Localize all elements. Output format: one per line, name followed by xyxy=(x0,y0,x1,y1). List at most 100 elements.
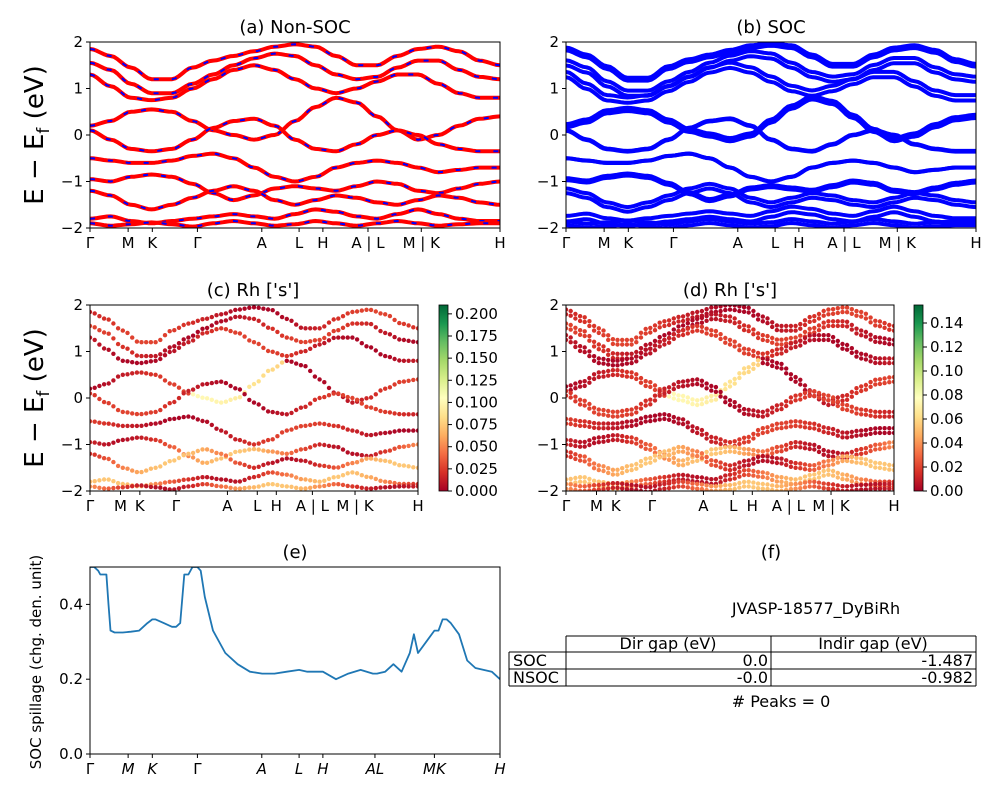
projection-point xyxy=(830,307,836,312)
projection-point xyxy=(779,402,784,407)
projection-point xyxy=(120,437,126,443)
projection-point xyxy=(891,323,894,329)
projection-point xyxy=(350,451,355,456)
colorbar-tick-label: 0.050 xyxy=(455,438,498,456)
projection-point xyxy=(620,420,625,425)
projection-point xyxy=(219,326,224,331)
projection-point xyxy=(774,403,780,408)
projection-point xyxy=(877,324,883,329)
projection-point xyxy=(732,316,737,321)
projection-point xyxy=(638,488,644,491)
projection-point xyxy=(284,353,289,359)
projection-point xyxy=(727,398,733,403)
projection-point xyxy=(317,421,322,426)
xtick-label: K xyxy=(147,760,158,778)
projection-point xyxy=(634,483,639,488)
projection-point xyxy=(732,462,737,467)
projection-point xyxy=(849,488,854,491)
projection-point xyxy=(643,383,648,389)
projection-point xyxy=(737,343,742,348)
projection-point xyxy=(699,475,705,480)
band-line-soc xyxy=(566,43,976,83)
projection-point xyxy=(821,400,826,406)
projection-point xyxy=(610,467,616,472)
projection-point xyxy=(844,488,850,491)
projection-point xyxy=(709,484,714,489)
projection-point xyxy=(755,454,761,460)
projection-point xyxy=(261,306,266,311)
projection-point xyxy=(242,334,247,339)
projection-point xyxy=(652,398,658,403)
band-line-soc-overlay xyxy=(90,117,500,153)
projection-point xyxy=(770,483,775,488)
projection-point xyxy=(610,426,616,431)
projection-point xyxy=(624,361,630,366)
projection-point xyxy=(261,345,266,350)
projection-point xyxy=(106,421,111,426)
projection-point xyxy=(835,428,840,434)
projection-point xyxy=(275,311,280,316)
projection-point xyxy=(704,400,709,405)
projection-point xyxy=(793,340,798,345)
projection-point xyxy=(251,340,257,345)
projection-point xyxy=(638,355,644,360)
projection-point xyxy=(237,387,243,392)
projection-point xyxy=(406,378,411,383)
projection-point xyxy=(167,401,172,406)
projection-point xyxy=(354,460,360,465)
projection-point xyxy=(153,340,158,345)
projection-point xyxy=(148,359,154,364)
projection-point xyxy=(573,344,578,350)
projection-point xyxy=(359,458,364,463)
projection-point xyxy=(802,390,808,396)
projection-point xyxy=(364,321,369,326)
projection-point xyxy=(634,441,639,446)
projection-point xyxy=(596,482,601,488)
projection-point xyxy=(568,486,573,491)
projection-point xyxy=(826,307,831,312)
projection-point xyxy=(751,431,756,437)
projection-point xyxy=(671,391,676,396)
projection-point xyxy=(265,325,271,330)
projection-point xyxy=(812,479,817,484)
projection-point xyxy=(826,402,831,408)
projection-point xyxy=(573,422,578,428)
projection-point xyxy=(209,328,214,334)
projection-point xyxy=(134,370,140,375)
projection-point xyxy=(270,308,275,313)
projection-point xyxy=(139,370,144,375)
projection-point xyxy=(821,486,826,491)
ytick-label: 0 xyxy=(73,389,83,407)
projection-point xyxy=(751,366,756,371)
colorbar-tick-label: 0.125 xyxy=(455,371,498,389)
projection-point xyxy=(634,372,639,377)
projection-point xyxy=(359,453,364,458)
projection-point xyxy=(387,484,393,490)
projection-point xyxy=(577,484,583,489)
band-line-nonsoc xyxy=(90,219,500,228)
projection-point xyxy=(891,440,894,445)
projection-point xyxy=(774,449,780,454)
projection-point xyxy=(387,313,393,319)
projection-point xyxy=(120,409,126,415)
projection-point xyxy=(859,388,864,394)
ytick-label: 0 xyxy=(73,126,83,144)
projection-point xyxy=(859,456,864,461)
projection-point xyxy=(685,326,690,331)
projection-point xyxy=(863,461,869,467)
projection-point xyxy=(190,455,196,460)
projection-point xyxy=(830,468,836,474)
projection-point xyxy=(350,335,355,340)
projection-point xyxy=(181,337,186,342)
projection-point xyxy=(873,360,878,366)
projection-point xyxy=(577,344,583,349)
projection-point xyxy=(863,329,869,335)
projection-point xyxy=(648,351,653,356)
projection-point xyxy=(265,368,271,374)
projection-point xyxy=(882,380,887,386)
projection-point xyxy=(219,319,224,324)
projection-point xyxy=(378,352,383,357)
projection-point xyxy=(652,483,658,489)
projection-point xyxy=(863,450,869,456)
projection-point xyxy=(863,457,869,462)
